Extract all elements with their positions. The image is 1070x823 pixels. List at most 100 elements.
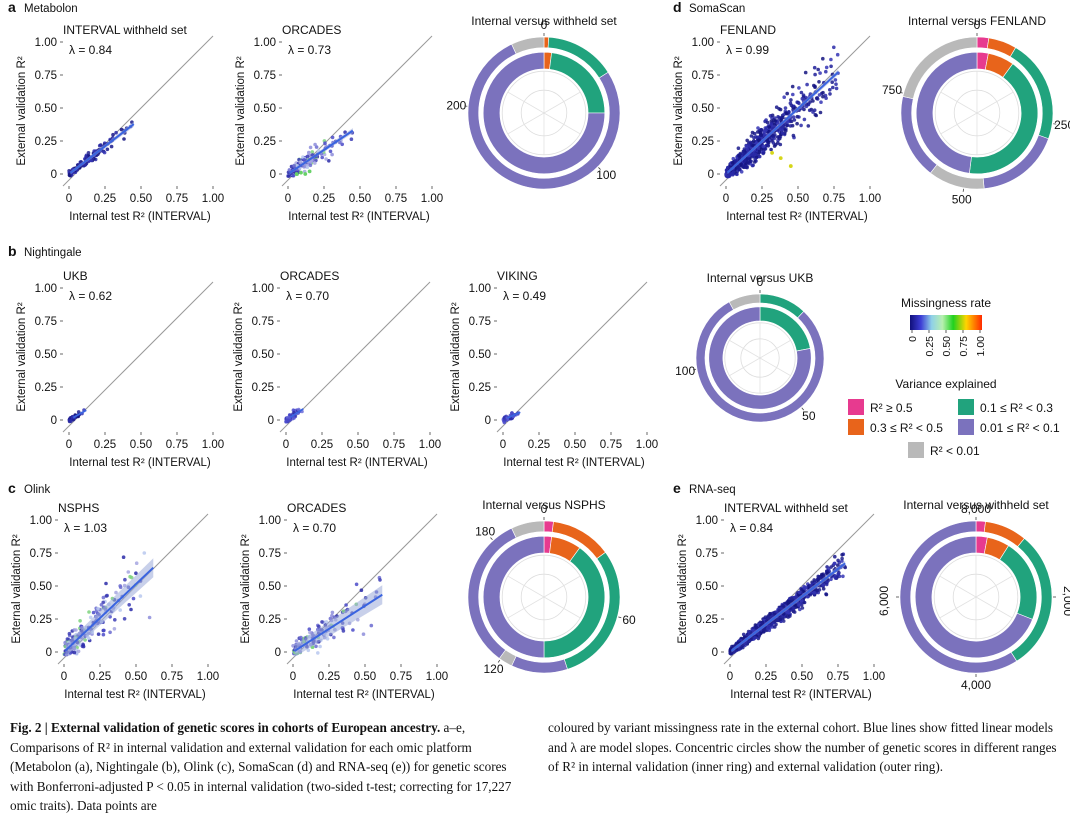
data-point	[320, 155, 325, 160]
data-point	[96, 632, 101, 636]
data-point	[123, 577, 127, 582]
data-point	[773, 119, 777, 123]
data-point	[287, 168, 292, 172]
scatter-title: VIKING	[497, 269, 538, 283]
figure-caption-right: coloured by variant missingness rate in …	[548, 718, 1063, 777]
y-tick-label: 0	[708, 169, 714, 181]
data-point	[840, 556, 844, 561]
scatter-title: ORCADES	[287, 501, 346, 515]
data-point	[833, 554, 837, 559]
scatter-c2: ORCADES λ = 0.70 0 0.25 0.50 0.75 1.00 0 0.25 0.5…	[240, 501, 448, 701]
x-tick-label: 0.50	[130, 193, 152, 205]
data-point	[786, 120, 790, 124]
legend-label: 0.01 ≤ R² < 0.1	[980, 421, 1060, 435]
data-point	[127, 603, 131, 607]
outer-ring-segment	[467, 43, 621, 190]
data-point	[774, 105, 779, 109]
data-point	[768, 611, 772, 616]
data-point	[772, 144, 777, 148]
data-point	[760, 620, 765, 625]
data-point	[65, 637, 70, 641]
data-point	[780, 127, 784, 132]
data-point	[129, 607, 133, 612]
data-point	[769, 122, 773, 126]
y-tick-label: 1.00	[469, 283, 491, 295]
data-point	[828, 92, 832, 96]
data-point	[779, 118, 783, 123]
data-point	[777, 135, 781, 139]
data-point	[820, 572, 824, 577]
x-tick-label: 1.00	[421, 193, 443, 205]
variance-title: Variance explained	[895, 377, 996, 391]
data-point	[788, 101, 793, 105]
colorbar-tick-label: 0	[907, 336, 919, 342]
y-tick-label: 0	[270, 169, 276, 181]
data-point	[96, 606, 100, 611]
data-point	[502, 420, 507, 425]
data-point	[728, 651, 732, 655]
data-point	[113, 618, 117, 622]
y-tick-label: 0.75	[259, 548, 281, 560]
donut-grid-spoke	[543, 91, 581, 114]
data-point	[799, 123, 803, 128]
y-tick-label: 0.25	[692, 136, 714, 148]
y-tick-label: 1.00	[252, 283, 274, 295]
data-point	[78, 619, 82, 623]
data-point	[762, 130, 766, 134]
data-point	[142, 551, 147, 555]
y-tick-label: 0.50	[252, 349, 274, 361]
scatter-title: FENLAND	[720, 23, 776, 37]
data-point	[799, 90, 804, 95]
y-tick-label: 0.25	[469, 382, 491, 394]
donut-tick	[490, 537, 493, 541]
x-tick-label: 1.00	[197, 671, 219, 683]
donut-tick-label: 180	[475, 525, 495, 539]
donut-tick-label: 0	[541, 18, 548, 32]
data-point	[332, 635, 336, 640]
data-point	[814, 96, 819, 101]
data-point	[821, 94, 825, 99]
data-point	[812, 591, 817, 595]
data-point	[727, 172, 732, 177]
donut-grid-spoke	[543, 596, 581, 619]
data-point	[104, 581, 108, 586]
y-tick-label: 0	[712, 647, 718, 659]
data-point	[756, 146, 761, 150]
outer-ring-segment	[975, 520, 986, 533]
data-point	[325, 637, 330, 641]
donut-tick-label: 500	[952, 193, 972, 207]
x-tick-label: 0	[723, 193, 729, 205]
x-tick-label: 0.50	[347, 439, 369, 451]
data-point	[808, 100, 812, 104]
data-point	[84, 154, 88, 159]
y-tick-label: 0	[51, 415, 57, 427]
donut-tick	[618, 616, 622, 619]
y-tick-label: 0.50	[259, 581, 281, 593]
data-point	[797, 86, 801, 90]
y-tick-label: 0.50	[30, 581, 52, 593]
panel-name-c: Olink	[24, 484, 50, 496]
data-point	[305, 154, 310, 159]
x-tick-label: 0.50	[349, 193, 371, 205]
panel-letter-e: e	[673, 480, 681, 496]
y-axis-label: External validation R²	[240, 534, 252, 643]
data-point	[768, 114, 773, 118]
data-point	[294, 639, 299, 643]
x-tick-label: 0	[61, 671, 67, 683]
x-tick-label: 0.25	[89, 671, 111, 683]
legend-label: 0.1 ≤ R² < 0.3	[980, 401, 1053, 415]
donut-grid-spoke	[940, 91, 978, 114]
data-point	[741, 165, 746, 169]
outer-ring-segment	[543, 520, 554, 533]
data-point	[818, 71, 822, 75]
data-point	[840, 559, 844, 563]
y-axis-label: External validation R²	[673, 56, 685, 165]
data-point	[832, 45, 836, 50]
data-point	[816, 67, 820, 72]
scatter-title: UKB	[63, 269, 88, 283]
donut-grid-spoke	[543, 112, 581, 135]
y-tick-label: 0.25	[252, 382, 274, 394]
data-point	[776, 115, 780, 119]
panel-letter-b: b	[8, 243, 17, 259]
data-point	[791, 609, 796, 614]
